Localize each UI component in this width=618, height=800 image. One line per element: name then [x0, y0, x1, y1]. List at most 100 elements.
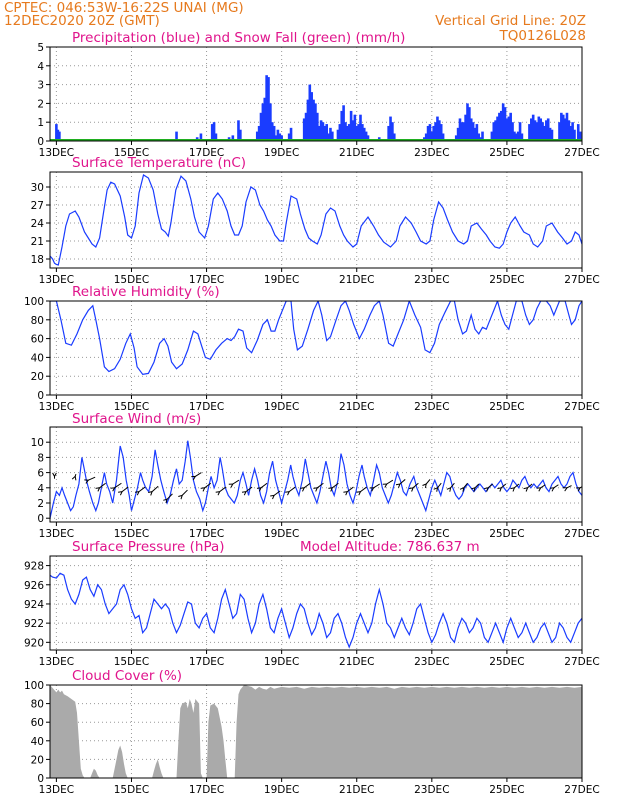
wind-arrow	[204, 482, 212, 489]
wind-arrow-head	[163, 498, 168, 504]
precip-bar	[347, 124, 351, 141]
series-line	[50, 174, 582, 266]
panel-frame	[49, 171, 583, 269]
x-tick-label: 23DEC	[414, 401, 449, 413]
wind-arrow-head	[422, 483, 427, 489]
precip-bar	[263, 97, 267, 141]
precip-bar	[214, 133, 218, 141]
panel-1: Surface Temperature (nC) 18 21 24 27 30 13DEC 1…	[31, 155, 600, 286]
wind-arrow-head	[270, 494, 275, 500]
wind-arrow-head	[409, 487, 414, 492]
precip-bar	[255, 131, 259, 141]
y-tick-label: 27	[31, 200, 44, 212]
precip-bar	[535, 122, 539, 141]
wind-arrow	[412, 482, 419, 489]
wind-arrow	[195, 472, 202, 477]
y-tick-label: 20	[31, 754, 44, 766]
y-tick-label: 922	[24, 618, 44, 630]
precip-bar	[387, 125, 390, 141]
panel-frame	[49, 555, 583, 651]
wind-arrow	[114, 482, 122, 489]
y-tick-label: 0	[37, 773, 44, 785]
wind-arrow-head	[343, 490, 349, 496]
precip-bar	[469, 118, 473, 141]
precip-bar	[571, 122, 574, 141]
wind-arrow-head	[148, 490, 153, 496]
precip-bar	[499, 110, 503, 141]
wind-arrow-head	[433, 486, 439, 492]
wind-arrow-head	[215, 490, 221, 496]
precip-bar	[507, 116, 511, 141]
precip-bar	[280, 135, 283, 141]
precip-bar	[331, 131, 334, 141]
x-tick-label: 21DEC	[339, 274, 374, 286]
y-tick-label: 2	[37, 498, 44, 510]
wind-arrow-head	[328, 487, 334, 492]
header-vertical-grid: Vertical Grid Line: 20Z	[435, 13, 586, 29]
y-tick-label: 60	[31, 334, 44, 346]
precip-bar	[265, 75, 268, 141]
precip-bar	[269, 103, 272, 141]
panel-annotation: Model Altitude: 786.637 m	[300, 539, 480, 555]
precip-bar	[439, 124, 443, 141]
wind-arrow	[166, 493, 173, 500]
precip-bar	[503, 107, 507, 141]
wind-arrow-head	[536, 487, 542, 492]
precip-bar	[477, 133, 481, 141]
precip-bar	[362, 127, 366, 141]
wind-arrow	[99, 482, 106, 489]
x-tick-label: 13DEC	[39, 528, 74, 540]
precip-bar	[56, 129, 60, 141]
precip-bar	[321, 122, 325, 141]
y-tick-label: 924	[24, 599, 44, 611]
wind-arrow	[219, 486, 227, 493]
wind-arrow	[88, 476, 96, 481]
precip-bar	[475, 124, 479, 141]
precip-bar	[392, 133, 396, 141]
wind-arrow-head	[285, 490, 291, 496]
y-tick-label: 920	[24, 637, 44, 649]
precip-bar	[558, 122, 561, 141]
precip-bar	[490, 131, 494, 141]
wind-arrow-head	[300, 487, 306, 492]
precip-bar	[340, 110, 344, 141]
wind-arrow-head	[356, 490, 362, 496]
x-tick-label: 17DEC	[189, 401, 224, 413]
wind-arrow	[463, 482, 468, 489]
panel-title: Surface Wind (m/s)	[72, 411, 201, 427]
wind-arrow-head	[484, 487, 489, 492]
precip-bar	[389, 116, 392, 141]
precip-bar	[349, 110, 353, 141]
wind-arrow	[514, 483, 520, 489]
y-tick-label: 4	[37, 483, 44, 495]
panel-frame	[49, 426, 583, 523]
x-tick-label: 19DEC	[264, 528, 299, 540]
precip-bar	[546, 118, 550, 141]
series-line	[50, 440, 582, 519]
precip-bar	[561, 114, 565, 141]
x-tick-label: 27DEC	[564, 656, 599, 668]
x-tick-label: 15DEC	[114, 528, 149, 540]
x-tick-label: 13DEC	[39, 401, 74, 413]
x-tick-label: 17DEC	[189, 784, 224, 796]
precip-bar	[462, 122, 466, 141]
wind-arrow-head	[228, 483, 234, 488]
wind-arrow	[487, 483, 494, 489]
wind-arrow-head	[369, 487, 375, 492]
wind-arrow	[347, 486, 354, 493]
wind-arrow	[303, 482, 311, 489]
precip-bar	[545, 120, 548, 141]
y-tick-label: 0	[37, 513, 44, 525]
precip-bar	[473, 127, 477, 141]
precip-bar	[468, 107, 471, 141]
precip-bar	[336, 129, 340, 141]
precip-bar	[492, 122, 496, 141]
x-tick-label: 23DEC	[414, 528, 449, 540]
precip-bar	[308, 84, 312, 141]
wind-arrow	[386, 479, 394, 485]
wind-arrow	[360, 486, 367, 493]
panel-2: Relative Humidity (%) 0 20 40 60 80 100 13DEC 15…	[24, 284, 600, 413]
precip-bar	[441, 133, 445, 141]
precip-bar	[460, 122, 464, 141]
